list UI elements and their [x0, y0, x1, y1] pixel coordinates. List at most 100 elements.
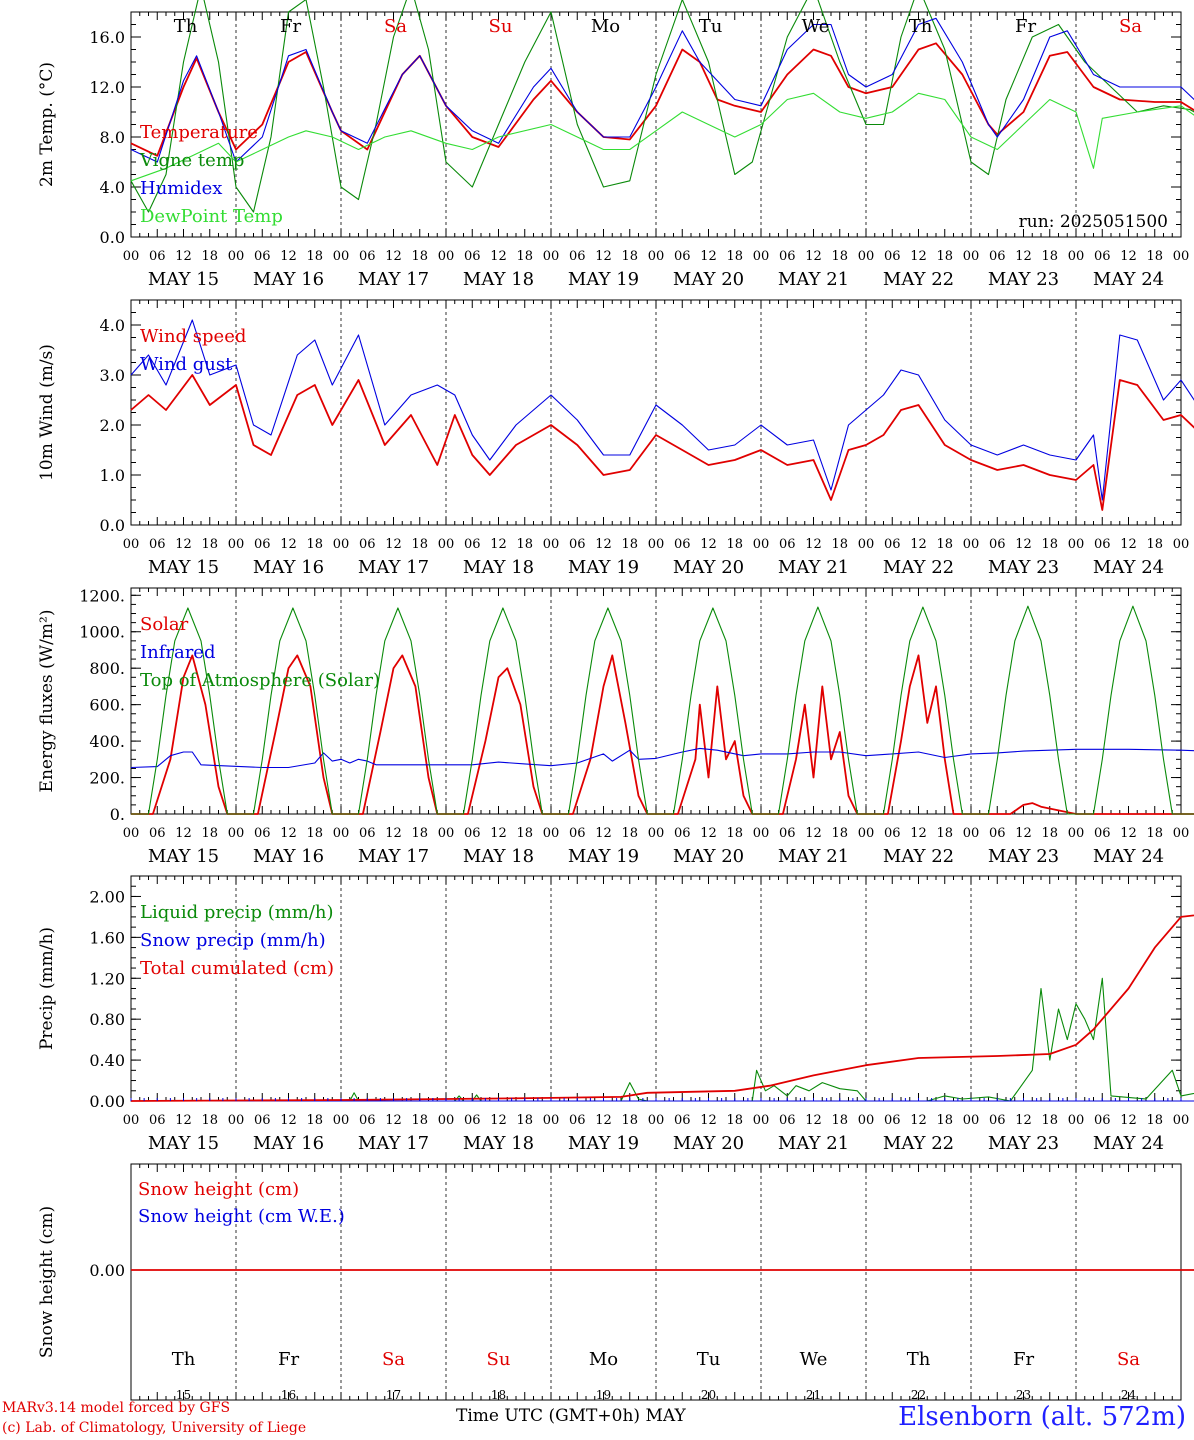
- date-label: MAY 15: [148, 846, 219, 867]
- day-abbr: Tu: [697, 1349, 721, 1370]
- y-tick-label: 1200.: [79, 586, 125, 605]
- date-label: MAY 24: [1093, 1133, 1164, 1154]
- y-tick-label: 200.: [89, 769, 125, 788]
- y-axis-label: Precip (mm/h): [37, 927, 57, 1050]
- hour-tick-label: 00: [333, 826, 350, 841]
- hour-tick-label: 06: [149, 537, 166, 552]
- day-abbr: Sa: [384, 16, 407, 37]
- y-tick-label: 1.60: [89, 928, 125, 947]
- day-abbr: Sa: [382, 1349, 405, 1370]
- date-label: MAY 23: [988, 269, 1059, 290]
- hour-tick-label: 00: [123, 1113, 140, 1128]
- hour-tick-label: 18: [516, 826, 533, 841]
- hour-tick-label: 18: [1146, 1113, 1163, 1128]
- hour-tick-label: 12: [490, 537, 507, 552]
- hour-tick-label: 12: [805, 826, 822, 841]
- day-number: 20: [701, 1388, 716, 1402]
- hour-tick-label: 00: [1173, 249, 1190, 264]
- hour-tick-label: 00: [753, 1113, 770, 1128]
- y-axis-label: 2m Temp. (°C): [37, 62, 57, 187]
- hour-tick-label: 06: [779, 249, 796, 264]
- y-tick-label: 0.40: [89, 1051, 125, 1070]
- y-tick-label: 600.: [89, 696, 125, 715]
- day-abbr: Fr: [1013, 1349, 1034, 1370]
- model-credit: MARv3.14 model forced by GFS: [2, 1400, 231, 1416]
- y-tick-label: 0.00: [89, 1092, 125, 1111]
- legend-entry: Wind speed: [140, 326, 246, 347]
- hour-tick-label: 12: [910, 826, 927, 841]
- hour-tick-label: 00: [333, 537, 350, 552]
- date-label: MAY 23: [988, 846, 1059, 867]
- hour-tick-label: 18: [1146, 826, 1163, 841]
- date-label: MAY 18: [463, 269, 534, 290]
- hour-tick-label: 12: [175, 1113, 192, 1128]
- hour-tick-label: 12: [175, 249, 192, 264]
- hour-tick-label: 00: [228, 537, 245, 552]
- hour-tick-label: 06: [989, 537, 1006, 552]
- hour-tick-label: 00: [1068, 537, 1085, 552]
- date-label: MAY 15: [148, 1133, 219, 1154]
- y-tick-label: 12.0: [89, 78, 125, 97]
- date-label: MAY 24: [1093, 846, 1164, 867]
- hour-tick-label: 18: [1146, 537, 1163, 552]
- hour-tick-label: 18: [831, 537, 848, 552]
- day-abbr: We: [802, 16, 830, 37]
- legend-entry: Snow height (cm): [138, 1179, 299, 1200]
- hour-tick-label: 06: [1094, 1113, 1111, 1128]
- hour-tick-label: 06: [149, 826, 166, 841]
- day-abbr: Th: [907, 1349, 931, 1370]
- hour-tick-label: 18: [411, 249, 428, 264]
- hour-tick-label: 00: [753, 826, 770, 841]
- day-abbr: We: [800, 1349, 828, 1370]
- hour-tick-label: 12: [175, 826, 192, 841]
- hour-tick-label: 00: [333, 249, 350, 264]
- hour-tick-label: 12: [280, 1113, 297, 1128]
- day-abbr: Tu: [699, 16, 723, 37]
- day-abbr: Mo: [589, 1349, 618, 1370]
- date-label: MAY 24: [1093, 269, 1164, 290]
- hour-tick-label: 12: [595, 249, 612, 264]
- day-number: 24: [1121, 1388, 1137, 1402]
- hour-tick-label: 18: [621, 826, 638, 841]
- date-label: MAY 22: [883, 269, 954, 290]
- day-number: 15: [176, 1388, 191, 1402]
- hour-tick-label: 00: [1068, 249, 1085, 264]
- hour-tick-label: 00: [1068, 826, 1085, 841]
- hour-tick-label: 06: [359, 826, 376, 841]
- hour-tick-label: 12: [385, 1113, 402, 1128]
- date-label: MAY 15: [148, 269, 219, 290]
- y-tick-label: 0.00: [89, 1261, 125, 1280]
- y-tick-label: 4.0: [100, 316, 125, 335]
- hour-tick-label: 00: [1173, 537, 1190, 552]
- hour-tick-label: 06: [884, 826, 901, 841]
- hour-tick-label: 06: [884, 537, 901, 552]
- hour-tick-label: 00: [963, 537, 980, 552]
- hour-tick-label: 18: [1041, 826, 1058, 841]
- hour-tick-label: 06: [569, 826, 586, 841]
- hour-tick-label: 06: [779, 826, 796, 841]
- y-tick-label: 1.20: [89, 969, 125, 988]
- hour-tick-label: 06: [779, 537, 796, 552]
- hour-tick-label: 06: [569, 249, 586, 264]
- hour-tick-label: 18: [201, 826, 218, 841]
- hour-tick-label: 18: [411, 1113, 428, 1128]
- hour-tick-label: 12: [910, 537, 927, 552]
- hour-tick-label: 06: [464, 826, 481, 841]
- hour-tick-label: 06: [254, 1113, 271, 1128]
- series-line-wind-speed: [130, 374, 1194, 511]
- day-abbr: Su: [487, 1349, 511, 1370]
- series-line-humidex: [130, 17, 1194, 163]
- hour-tick-label: 18: [621, 1113, 638, 1128]
- hour-tick-label: 18: [936, 249, 953, 264]
- date-label: MAY 19: [568, 557, 639, 578]
- date-label: MAY 16: [253, 846, 324, 867]
- series-line-solar: [131, 654, 1194, 815]
- date-label: MAY 20: [673, 269, 744, 290]
- hour-tick-label: 00: [648, 826, 665, 841]
- series-line-wind-gust: [130, 319, 1194, 501]
- legend-entry: Vigne temp: [139, 150, 244, 171]
- hour-tick-label: 00: [543, 249, 560, 264]
- hour-tick-label: 06: [1094, 826, 1111, 841]
- hour-tick-label: 06: [1094, 537, 1111, 552]
- hour-tick-label: 12: [700, 537, 717, 552]
